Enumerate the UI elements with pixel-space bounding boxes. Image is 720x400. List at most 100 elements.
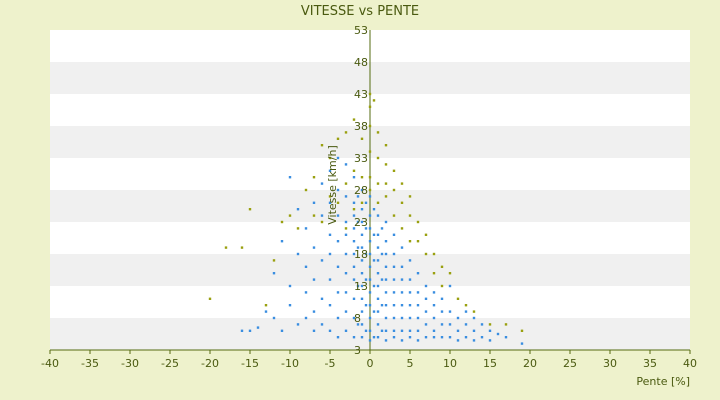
data-point-blue: [432, 336, 436, 339]
data-point-blue: [296, 208, 300, 211]
data-point-blue: [364, 304, 368, 307]
data-point-blue: [368, 339, 372, 342]
data-point-blue: [440, 310, 444, 313]
data-point-blue: [432, 329, 436, 332]
data-point-olive: [344, 131, 348, 134]
data-point-blue: [424, 297, 428, 300]
data-point-blue: [368, 240, 372, 243]
data-point-blue: [360, 272, 364, 275]
data-point-blue: [400, 329, 404, 332]
data-point-blue: [360, 208, 364, 211]
data-point-olive: [368, 176, 372, 179]
data-point-blue: [376, 323, 380, 326]
data-point-blue: [320, 259, 324, 262]
data-point-blue: [320, 182, 324, 185]
data-point-blue: [328, 252, 332, 256]
data-point-olive: [432, 252, 436, 256]
data-point-blue: [416, 329, 420, 332]
data-point-blue: [424, 310, 428, 313]
data-point-blue: [344, 233, 348, 236]
data-point-blue: [336, 291, 340, 294]
data-point-olive: [416, 240, 420, 243]
data-point-blue: [456, 329, 460, 332]
data-point-blue: [448, 336, 452, 339]
data-point-blue: [380, 278, 384, 281]
data-point-olive: [472, 310, 476, 313]
data-point-olive: [336, 201, 340, 204]
y-tick-label: 48: [354, 56, 368, 69]
data-point-blue: [344, 272, 348, 275]
data-point-blue: [416, 316, 420, 320]
data-point-blue: [360, 284, 364, 288]
data-point-blue: [400, 291, 404, 294]
data-point-blue: [248, 329, 252, 332]
data-point-blue: [368, 278, 372, 281]
data-point-blue: [336, 336, 340, 339]
data-point-blue: [424, 336, 428, 339]
data-point-blue: [288, 284, 292, 288]
data-point-blue: [264, 310, 268, 313]
data-point-blue: [384, 220, 388, 224]
data-point-blue: [336, 316, 340, 320]
data-point-blue: [368, 291, 372, 294]
data-point-blue: [352, 176, 356, 179]
data-point-blue: [372, 284, 376, 288]
data-point-olive: [240, 246, 244, 249]
data-point-blue: [368, 316, 372, 320]
data-point-olive: [400, 201, 404, 204]
data-point-blue: [380, 304, 384, 307]
x-tick-label: 40: [683, 357, 697, 370]
y-tick-label: 13: [354, 280, 368, 293]
data-point-olive: [448, 272, 452, 275]
y-tick-label: 33: [354, 152, 368, 165]
data-point-blue: [304, 265, 308, 268]
data-point-blue: [456, 316, 460, 320]
data-point-olive: [352, 118, 356, 121]
data-point-blue: [356, 195, 360, 198]
data-point-olive: [328, 195, 332, 198]
data-point-blue: [488, 339, 492, 342]
data-point-olive: [360, 201, 364, 204]
data-point-blue: [364, 201, 368, 204]
y-tick-label: 38: [354, 120, 368, 133]
data-point-blue: [352, 214, 356, 217]
data-point-blue: [360, 246, 364, 249]
data-point-blue: [360, 233, 364, 236]
data-point-blue: [376, 214, 380, 217]
data-point-blue: [328, 329, 332, 332]
data-point-blue: [488, 329, 492, 332]
data-point-olive: [368, 92, 372, 96]
data-point-blue: [320, 214, 324, 217]
data-point-blue: [344, 329, 348, 332]
data-point-olive: [368, 124, 372, 128]
data-points: [208, 92, 524, 345]
data-point-blue: [372, 233, 376, 236]
data-point-blue: [328, 201, 332, 204]
data-point-olive: [372, 99, 376, 102]
data-point-blue: [464, 336, 468, 339]
data-point-blue: [360, 259, 364, 262]
data-point-blue: [352, 252, 356, 256]
data-point-olive: [368, 188, 372, 192]
data-point-olive: [416, 220, 420, 224]
data-point-blue: [356, 284, 360, 288]
data-point-olive: [344, 227, 348, 230]
data-point-blue: [364, 227, 368, 230]
data-point-blue: [352, 316, 356, 320]
data-point-olive: [320, 144, 324, 147]
data-point-olive: [424, 233, 428, 236]
data-point-olive: [440, 284, 444, 288]
data-point-olive: [392, 169, 396, 172]
data-point-blue: [376, 284, 380, 288]
x-tick-label: -20: [201, 357, 219, 370]
data-point-blue: [392, 336, 396, 339]
data-point-blue: [352, 201, 356, 204]
data-point-blue: [408, 291, 412, 294]
data-point-olive: [392, 188, 396, 192]
data-point-blue: [472, 329, 476, 332]
data-point-blue: [336, 156, 340, 160]
data-point-olive: [392, 214, 396, 217]
data-point-blue: [408, 329, 412, 332]
data-point-olive: [384, 195, 388, 198]
